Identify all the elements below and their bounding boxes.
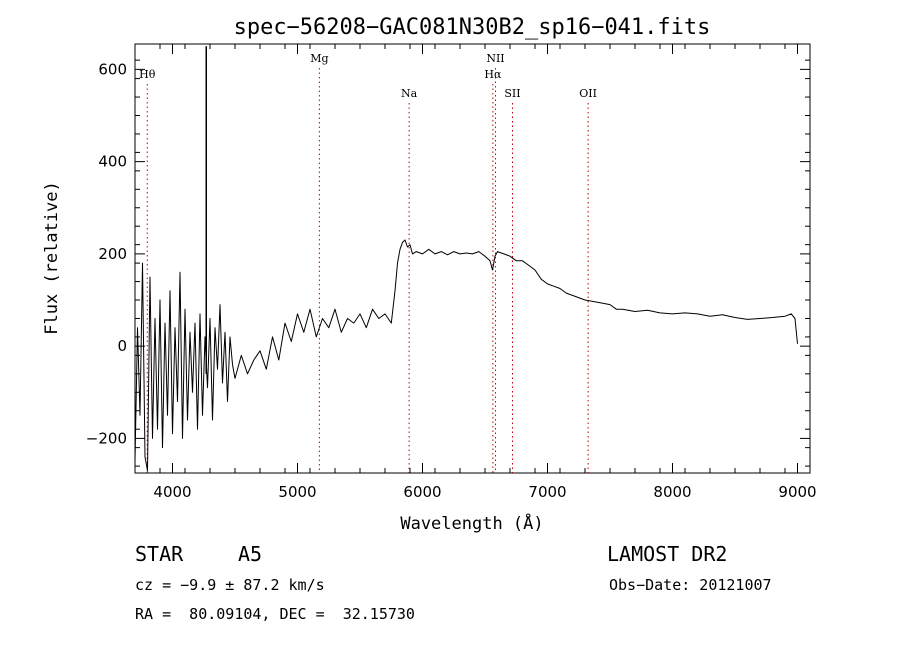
line-marker-label: Na [401,87,418,100]
series-group [134,46,798,472]
line-marker-label: OII [579,87,597,100]
y-axis: −200 0 200 400 600 [86,59,810,467]
x-axis: 4000 5000 6000 7000 8000 9000 [134,44,817,501]
x-tick-label: 6000 [403,483,441,501]
line-marker-label: Mg [310,52,328,65]
y-tick-label: 600 [98,60,127,78]
x-tick-label: 4000 [153,483,191,501]
line-marker-label: Hα [484,68,502,81]
x-tick-label: 5000 [278,483,316,501]
y-tick-label: 200 [98,245,127,263]
y-tick-label: −200 [86,429,127,447]
survey-label: LAMOST DR2 [607,542,728,566]
redshift-text: cz = −9.9 ± 87.2 km/s [135,576,325,594]
plot-frame [134,43,811,474]
x-tick-label: 7000 [528,483,566,501]
chart-title: spec−56208−GAC081N30B2_sp16−041.fits [234,15,711,40]
x-tick-label: 9000 [778,483,816,501]
obs-date-text: Obs−Date: 20121007 [609,576,772,594]
coordinates-text: RA = 80.09104, DEC = 32.15730 [135,605,415,623]
y-tick-label: 400 [98,153,127,171]
subclass-label: A5 [238,542,263,566]
y-tick-label: 0 [117,337,127,355]
x-tick-label: 8000 [653,483,691,501]
class-label: STAR [135,542,184,566]
y-axis-label: Flux (relative) [42,181,62,335]
line-marker-label: SII [504,87,520,100]
spectrum-line [134,239,798,472]
line-marker-label: Hθ [139,68,156,81]
x-axis-label: Wavelength (Å) [400,512,543,534]
line-marker-label: NII [486,52,504,65]
